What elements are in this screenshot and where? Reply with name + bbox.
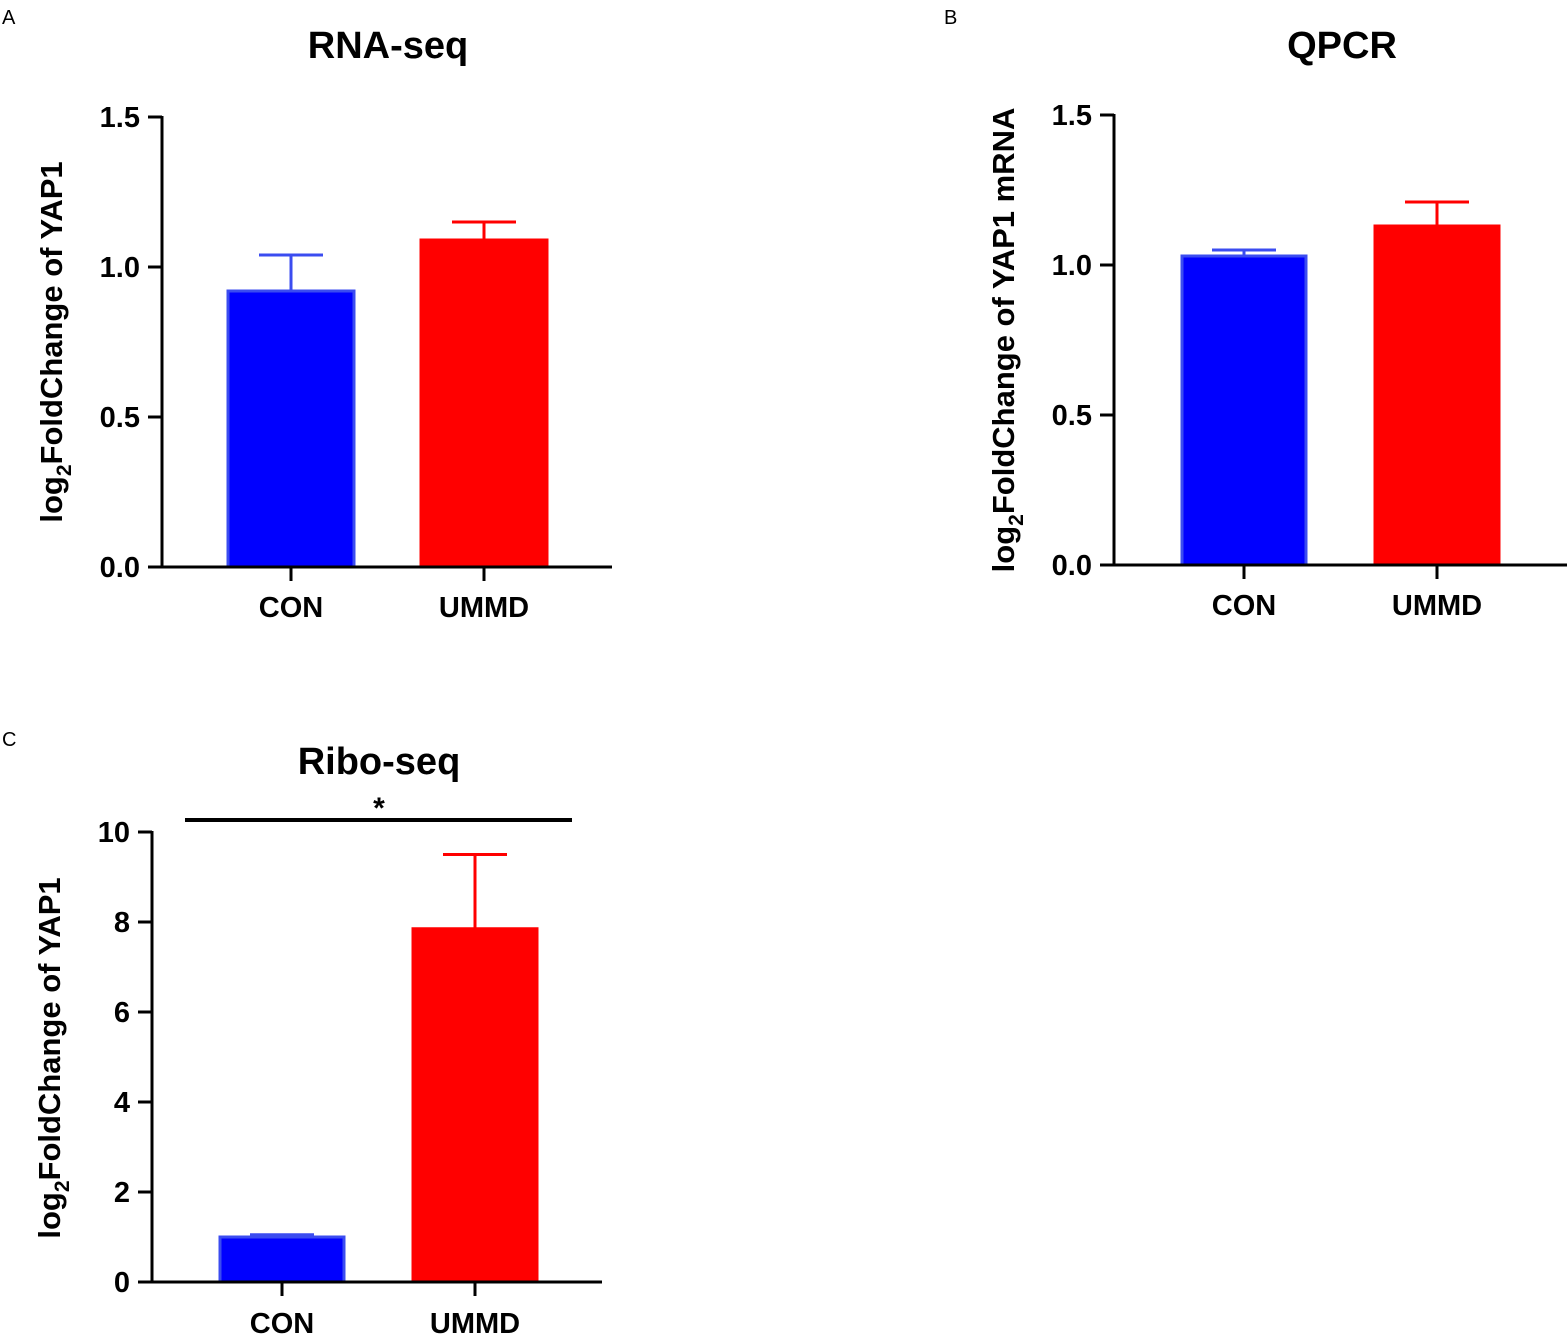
y-tick-label-ribo-seq: 8: [114, 907, 130, 939]
y-tick-label-ribo-seq: 2: [114, 1177, 130, 1209]
x-tick-label-con-ribo-seq: CON: [250, 1308, 314, 1337]
bar-con-rna-seq: [226, 289, 356, 569]
chart-title-qpcr: QPCR: [1287, 25, 1397, 67]
panel-qpcr: B QPCR log2FoldChange of YAP1 mRNA 0.00.…: [944, 7, 1567, 622]
y-tick-label-ribo-seq: 6: [114, 997, 130, 1029]
y-axis-label-ribo-seq: log2FoldChange of YAP1: [32, 877, 74, 1238]
bar-ummd-rna-seq: [419, 238, 549, 569]
y-tick-label-rna-seq: 1.5: [100, 102, 140, 134]
y-tick-label-qpcr: 0.0: [1052, 550, 1092, 582]
y-tick-label-ribo-seq: 10: [98, 817, 130, 849]
chart-title-ribo-seq: Ribo-seq: [298, 741, 461, 783]
panel-letter-a: A: [2, 7, 16, 29]
panel-letter-b: B: [944, 7, 957, 29]
chart-title-rna-seq: RNA-seq: [308, 25, 468, 67]
y-tick-label-rna-seq: 1.0: [100, 252, 140, 284]
bar-con-qpcr: [1180, 254, 1308, 567]
panel-letter-c: C: [2, 729, 16, 751]
y-tick-label-ribo-seq: 0: [114, 1267, 130, 1299]
y-tick-label-qpcr: 0.5: [1052, 400, 1092, 432]
panel-ribo-seq: C Ribo-seq log2FoldChange of YAP1 0 2 4 6 8 1…: [2, 729, 602, 1337]
y-tick-label-qpcr: 1.5: [1052, 100, 1092, 132]
significance-star-ribo-seq: *: [373, 792, 385, 825]
plot-area-ribo-seq: 0 2 4 6 8 10 CON UMMD *: [98, 792, 602, 1337]
x-tick-label-ummd-rna-seq: UMMD: [439, 592, 529, 624]
panel-rna-seq: A RNA-seq log2FoldChange of YAP1 0.0 0.5 1…: [2, 7, 612, 624]
x-tick-label-con-qpcr: CON: [1212, 590, 1276, 622]
x-tick-label-ummd-ribo-seq: UMMD: [430, 1308, 520, 1337]
y-tick-label-rna-seq: 0.0: [100, 552, 140, 584]
x-tick-label-con-rna-seq: CON: [259, 592, 323, 624]
y-tick-label-rna-seq: 0.5: [100, 402, 140, 434]
y-tick-label-ribo-seq: 4: [114, 1087, 130, 1119]
plot-area-rna-seq: 0.0 0.5 1.0 1.5 CON UMMD: [100, 102, 612, 624]
bar-con-ribo-seq: [218, 1235, 346, 1284]
bar-ummd-qpcr: [1373, 224, 1501, 567]
plot-area-qpcr: 0.0 0.5 1.0 1.5 CON UMMD: [1052, 100, 1567, 622]
bar-ummd-ribo-seq: [411, 927, 539, 1284]
y-axis-label-qpcr: log2FoldChange of YAP1 mRNA: [986, 108, 1028, 573]
y-tick-label-qpcr: 1.0: [1052, 250, 1092, 282]
y-axis-label-rna-seq: log2FoldChange of YAP1: [34, 161, 76, 522]
x-tick-label-ummd-qpcr: UMMD: [1392, 590, 1482, 622]
